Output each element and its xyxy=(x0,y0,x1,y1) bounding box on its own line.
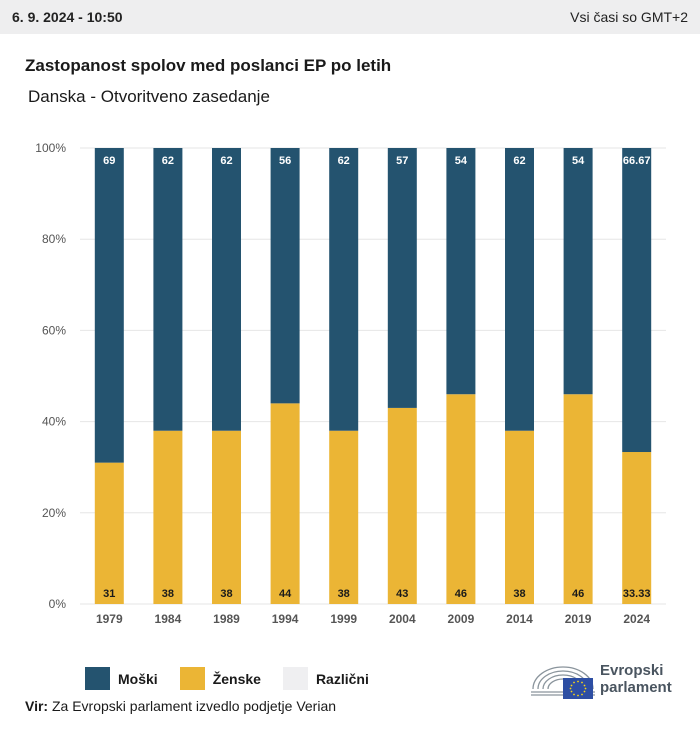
x-tick-label: 1999 xyxy=(330,612,357,626)
legend-label-other: Različni xyxy=(315,670,369,687)
bar-segment xyxy=(153,148,183,431)
bar-segment xyxy=(270,403,300,604)
y-tick-label: 60% xyxy=(42,323,66,337)
data-label-male: 62 xyxy=(338,155,350,167)
legend-label-male: Moški xyxy=(118,670,158,687)
legend-item-other[interactable]: Različni xyxy=(282,667,369,690)
bar-segment xyxy=(153,430,183,604)
legend-label-female: Ženske xyxy=(212,670,261,687)
chart-title: Zastopanost spolov med poslanci EP po le… xyxy=(25,56,392,75)
data-label-female: 46 xyxy=(572,588,584,600)
x-tick-label: 2009 xyxy=(448,612,475,626)
bar-segment xyxy=(387,407,417,604)
bar-segment xyxy=(270,148,300,404)
logo-line-2: parlament xyxy=(600,679,672,696)
x-tick-label: 1979 xyxy=(96,612,123,626)
data-label-female: 38 xyxy=(513,588,525,600)
y-tick-label: 20% xyxy=(42,506,66,520)
bar-segment xyxy=(387,148,417,408)
bar-segment xyxy=(505,430,534,604)
bar-segment xyxy=(563,148,593,395)
x-tick-label: 1984 xyxy=(155,612,182,626)
source-text: Za Evropski parlament izvedlo podjetje V… xyxy=(51,698,337,714)
y-tick-label: 80% xyxy=(42,232,66,246)
timestamp: 6. 9. 2024 - 10:50 xyxy=(12,9,123,25)
data-label-male: 57 xyxy=(396,155,408,167)
bar-segment xyxy=(329,430,359,604)
legend-swatch-other xyxy=(282,667,308,690)
bar-segment xyxy=(563,394,593,604)
data-label-female: 43 xyxy=(396,588,408,600)
chart-legend: Moški Ženske Različni xyxy=(85,667,391,690)
x-tick-label: 2014 xyxy=(506,612,533,626)
bar-segment xyxy=(94,462,124,604)
data-label-male: 69 xyxy=(103,155,115,167)
data-label-male: 62 xyxy=(220,155,232,167)
y-tick-label: 40% xyxy=(42,415,66,429)
y-tick-label: 100% xyxy=(35,141,66,155)
data-label-female: 44 xyxy=(279,588,292,600)
x-tick-label: 2019 xyxy=(565,612,592,626)
data-label-male: 54 xyxy=(455,155,468,167)
x-tick-label: 2004 xyxy=(389,612,416,626)
data-label-female: 38 xyxy=(220,588,232,600)
legend-item-male[interactable]: Moški xyxy=(85,667,158,690)
bar-segment xyxy=(329,148,359,431)
data-label-male: 66.67 xyxy=(623,155,651,167)
chart-subtitle: Danska - Otvoritveno zasedanje xyxy=(28,87,270,106)
logo-wordmark: Evropski parlament xyxy=(600,662,672,696)
bar-segment xyxy=(212,430,241,604)
data-label-female: 31 xyxy=(103,588,115,600)
header-bar: 6. 9. 2024 - 10:50 Vsi časi so GMT+2 xyxy=(0,0,700,34)
bar-segment xyxy=(622,452,652,604)
x-tick-label: 1994 xyxy=(272,612,299,626)
y-tick-label: 0% xyxy=(49,597,67,611)
data-label-male: 62 xyxy=(513,155,525,167)
legend-swatch-female xyxy=(179,667,205,690)
data-label-male: 54 xyxy=(572,155,585,167)
legend-item-female[interactable]: Ženske xyxy=(179,667,261,690)
data-label-female: 38 xyxy=(162,588,174,600)
bar-segment xyxy=(94,148,124,463)
timezone-note: Vsi časi so GMT+2 xyxy=(570,9,688,25)
data-label-male: 62 xyxy=(162,155,174,167)
data-label-male: 56 xyxy=(279,155,291,167)
bar-segment xyxy=(622,148,652,453)
legend-swatch-male xyxy=(85,667,110,690)
source-note: Vir: Za Evropski parlament izvedlo podje… xyxy=(25,698,336,714)
bar-segment xyxy=(446,148,476,395)
data-label-female: 46 xyxy=(455,588,467,600)
data-label-female: 38 xyxy=(338,588,350,600)
logo-line-1: Evropski xyxy=(600,662,664,679)
european-parliament-logo: Evropski parlament xyxy=(529,659,689,701)
bar-segment xyxy=(212,148,241,431)
stacked-bar-chart: 0% 20% 40% 60% 80% 100% 31 69 1979 38 62 1984 38 62 19… xyxy=(35,141,666,626)
bar-segment xyxy=(446,394,476,604)
bar-segment xyxy=(505,148,534,431)
data-label-female: 33.33 xyxy=(623,588,651,600)
x-tick-label: 1989 xyxy=(213,612,240,626)
source-prefix: Vir: xyxy=(25,698,49,714)
parliament-hemicycle-icon xyxy=(531,666,595,699)
x-tick-label: 2024 xyxy=(623,612,650,626)
